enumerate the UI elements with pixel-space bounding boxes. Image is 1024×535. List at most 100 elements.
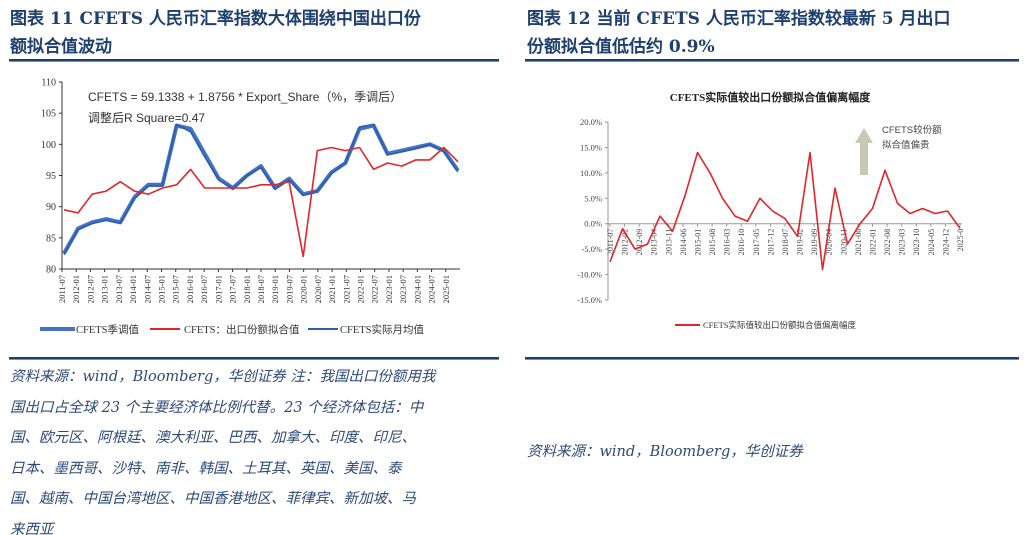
svg-text:110: 110	[41, 78, 56, 89]
svg-text:90: 90	[46, 202, 56, 213]
left-series	[62, 123, 460, 258]
source-line: 国出口占全球 23 个主要经济体比例代替。23 个经济体包括：中	[10, 399, 424, 416]
deviation-line	[609, 151, 961, 271]
svg-text:2016-07: 2016-07	[199, 275, 209, 303]
legend-label-monthly: CFETS实际月均值	[340, 323, 425, 336]
svg-text:2012-02: 2012-02	[621, 229, 630, 256]
svg-text:2015-01: 2015-01	[694, 229, 703, 256]
right-source-rule	[525, 357, 1019, 360]
svg-text:0.0%: 0.0%	[584, 219, 602, 229]
svg-text:2023-07: 2023-07	[398, 275, 408, 303]
source-line: 资料来源：wind，Bloomberg，华创证券 注：我国出口份额用我	[10, 369, 436, 385]
right-legend: CFETS实际值较出口份额拟合值偏离幅度	[675, 320, 857, 330]
svg-text:2022-01: 2022-01	[869, 229, 878, 256]
svg-text:2025-01: 2025-01	[441, 275, 451, 303]
svg-text:2021-07: 2021-07	[341, 275, 351, 303]
right-chart: CFETS实际值较出口份额拟合值偏离幅度 -15.0% -10.0% -5.0% 0.…	[577, 90, 965, 330]
series-line	[63, 123, 459, 256]
svg-text:2023-01: 2023-01	[384, 275, 394, 303]
svg-text:15.0%: 15.0%	[580, 142, 602, 152]
right-source-note: 资料来源：wind，Bloomberg，华创证券	[527, 444, 803, 460]
svg-text:-5.0%: -5.0%	[581, 244, 602, 254]
svg-text:2022-01: 2022-01	[356, 275, 366, 303]
right-title-line2: 份额拟合值低估约 0.9%	[527, 37, 715, 57]
left-y-axis: 80 85 90 95 100 105 110	[41, 78, 63, 276]
svg-text:105: 105	[41, 109, 56, 120]
left-title-line2: 额拟合值波动	[10, 37, 112, 57]
svg-text:2012-07: 2012-07	[85, 275, 95, 303]
source-line: 国、越南、中国台湾地区、中国香港地区、菲律宾、新加坡、马	[10, 491, 416, 507]
svg-text:2012-01: 2012-01	[71, 275, 81, 303]
r-square-label: 调整后R Square=0.47	[88, 110, 205, 125]
right-y-axis: -15.0% -10.0% -5.0% 0.0% 5.0% 10.0% 15.0% 20.0%	[577, 117, 609, 305]
svg-text:100: 100	[41, 140, 56, 151]
svg-text:2019-07: 2019-07	[284, 275, 294, 303]
svg-text:2012-09: 2012-09	[635, 229, 644, 256]
svg-text:2023-10: 2023-10	[912, 229, 921, 256]
svg-text:2017-01: 2017-01	[213, 275, 223, 303]
right-title-rule	[525, 59, 1019, 62]
svg-text:2018-01: 2018-01	[242, 275, 252, 303]
right-title-line1: 图表 12 当前 CFETS 人民币汇率指数较最新 5 月出口	[527, 9, 951, 29]
left-x-axis: 2011-07 2012-01 2012-07 2013-01 2013-07 2014-…	[57, 268, 460, 303]
svg-text:2021-01: 2021-01	[327, 275, 337, 303]
svg-text:2024-12: 2024-12	[941, 229, 950, 256]
regression-equation: CFETS = 59.1338 + 1.8756 * Export_Share（…	[88, 90, 402, 104]
svg-text:2021-06: 2021-06	[854, 229, 863, 256]
svg-text:2018-07: 2018-07	[781, 229, 790, 256]
svg-text:2024-07: 2024-07	[427, 275, 437, 303]
svg-text:2016-01: 2016-01	[185, 275, 195, 303]
left-source-note: 资料来源：wind，Bloomberg，华创证券 注：我国出口份额用我 国出口占…	[10, 362, 505, 535]
source-line: 来西亚	[10, 521, 54, 535]
svg-text:2019-02: 2019-02	[796, 229, 805, 256]
svg-text:2016-10: 2016-10	[737, 229, 746, 256]
svg-text:2020-04: 2020-04	[825, 229, 834, 256]
svg-text:2020-07: 2020-07	[313, 275, 323, 303]
svg-text:80: 80	[46, 265, 56, 276]
left-figure-title: 图表 11 CFETS 人民币汇率指数大体围绕中国出口份 额拟合值波动	[10, 5, 510, 61]
annotation-line2: 拟合值偏贵	[882, 139, 930, 151]
svg-text:2022-07: 2022-07	[370, 275, 380, 303]
svg-text:2017-07: 2017-07	[228, 275, 238, 303]
left-source-rule	[9, 357, 499, 360]
svg-text:2022-08: 2022-08	[883, 229, 892, 256]
svg-text:2024-05: 2024-05	[927, 229, 936, 256]
svg-text:2017-12: 2017-12	[766, 229, 775, 256]
svg-text:95: 95	[46, 171, 56, 182]
right-series	[609, 151, 961, 271]
svg-text:2023-03: 2023-03	[898, 229, 907, 256]
left-title-line1: 图表 11 CFETS 人民币汇率指数大体围绕中国出口份	[10, 9, 421, 29]
svg-text:5.0%: 5.0%	[584, 193, 602, 203]
svg-text:2013-01: 2013-01	[100, 275, 110, 303]
svg-text:2014-07: 2014-07	[142, 275, 152, 303]
svg-text:2019-01: 2019-01	[270, 275, 280, 303]
up-arrow-icon	[855, 128, 873, 175]
svg-text:2020-11: 2020-11	[839, 229, 848, 255]
svg-text:2013-07: 2013-07	[114, 275, 124, 303]
svg-text:2013-11: 2013-11	[664, 229, 673, 255]
svg-text:-15.0%: -15.0%	[577, 295, 602, 305]
left-legend: CFETS季调值 CFETS：出口份额拟合值 CFETS实际月均值	[40, 323, 425, 336]
annotation-line1: CFETS较份额	[882, 124, 942, 136]
source-line: 日本、墨西哥、沙特、南非、韩国、土耳其、英国、美国、泰	[10, 460, 402, 477]
series-line	[62, 123, 460, 255]
svg-text:2013-04: 2013-04	[650, 229, 659, 256]
legend-label-deviation: CFETS实际值较出口份额拟合值偏离幅度	[703, 320, 857, 330]
svg-text:2019-09: 2019-09	[810, 229, 819, 256]
svg-text:2011-07: 2011-07	[57, 275, 67, 303]
svg-text:2014-01: 2014-01	[128, 275, 138, 303]
svg-text:2011-07: 2011-07	[606, 229, 615, 255]
svg-text:2020-01: 2020-01	[299, 275, 309, 303]
source-line: 国、欧元区、阿根廷、澳大利亚、巴西、加拿大、印度、印尼、	[10, 430, 416, 446]
svg-text:20.0%: 20.0%	[580, 117, 602, 127]
right-chart-title: CFETS实际值较出口份额拟合值偏离幅度	[670, 90, 871, 104]
svg-text:2025-0: 2025-0	[956, 229, 965, 252]
left-title-rule	[9, 59, 499, 62]
svg-text:2015-07: 2015-07	[171, 275, 181, 303]
svg-text:2017-05: 2017-05	[752, 229, 761, 256]
svg-text:2024-01: 2024-01	[412, 275, 422, 303]
svg-text:10.0%: 10.0%	[580, 168, 602, 178]
svg-text:2015-01: 2015-01	[157, 275, 167, 303]
svg-text:2014-06: 2014-06	[679, 229, 688, 256]
